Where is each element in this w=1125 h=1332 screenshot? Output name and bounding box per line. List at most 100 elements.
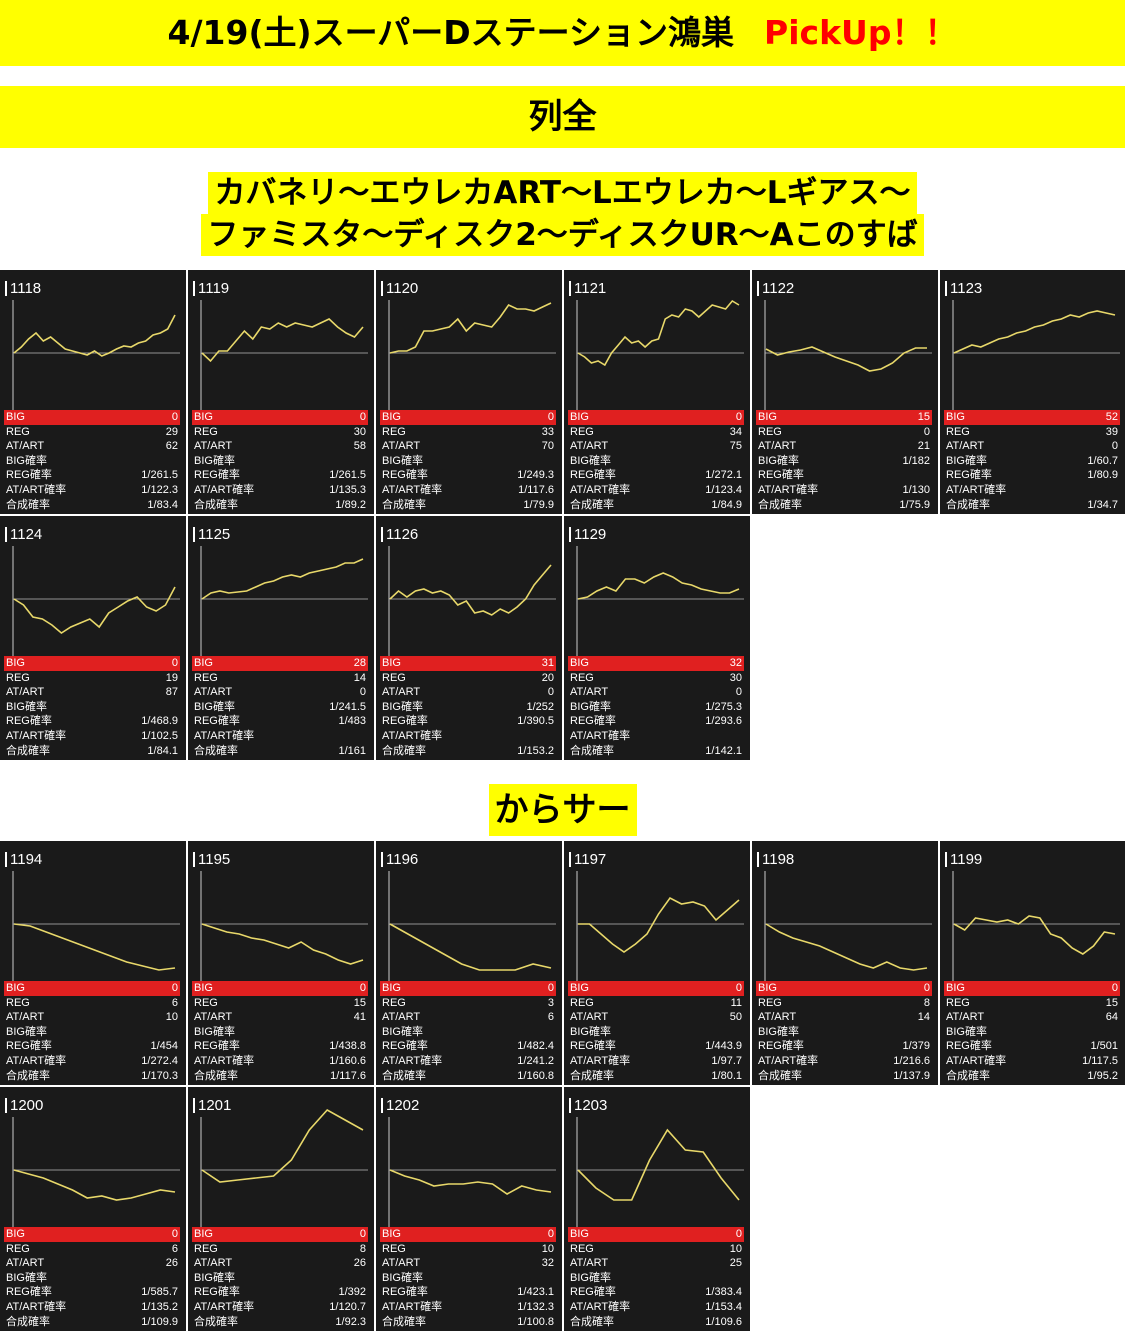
stat-label: BIG xyxy=(758,411,777,423)
stat-row-at-rate: AT/ART確率 1/122.3 xyxy=(4,483,180,498)
stat-label: BIG確率 xyxy=(382,454,423,467)
stat-label: 合成確率 xyxy=(382,744,426,757)
stat-label: REG確率 xyxy=(382,715,428,728)
stat-value: 0 xyxy=(359,982,366,994)
machine-number: 1126 xyxy=(380,526,419,543)
stat-label: 合成確率 xyxy=(6,1069,50,1082)
stat-value: 1/272.1 xyxy=(705,469,742,482)
stat-value: 6 xyxy=(171,1242,178,1255)
stats-table: BIG 0 REG 8 AT/ART 26 BIG確率 REG確率 1/392 AT/ART確率 1… xyxy=(192,1227,368,1329)
stat-row-reg-rate: REG確率 1/392 xyxy=(192,1285,368,1300)
stat-label: REG xyxy=(194,996,218,1009)
stat-label: REG xyxy=(194,671,218,684)
stat-label: 合成確率 xyxy=(194,744,238,757)
stat-value: 29 xyxy=(165,425,178,438)
stats-table: BIG 31 REG 20 AT/ART 0 BIG確率 1/252 REG確率 1/390.5 A… xyxy=(380,656,556,758)
machine-card-1119: 1119 BIG 0 REG 30 AT/ART 58 BIG確率 REG確率 1/261.5 AT… xyxy=(188,270,374,514)
stat-value: 0 xyxy=(359,411,366,423)
stat-row-big-rate: BIG確率 xyxy=(380,1025,556,1040)
slump-line xyxy=(13,1169,176,1201)
stat-label: BIG確率 xyxy=(194,1025,235,1038)
machine-card-1120: 1120 BIG 0 REG 33 AT/ART 70 BIG確率 REG確率 1/249.3 AT… xyxy=(376,270,562,514)
machine-card-1194: 1194 BIG 0 REG 6 AT/ART 10 BIG確率 REG確率 1/454 AT/AR… xyxy=(0,841,186,1085)
stat-label: BIG確率 xyxy=(382,1271,423,1284)
stat-value: 1/153.2 xyxy=(517,744,554,757)
stat-row-big: BIG 31 xyxy=(380,656,556,671)
stat-label: 合成確率 xyxy=(6,744,50,757)
stat-value: 30 xyxy=(353,425,366,438)
stat-value: 0 xyxy=(171,411,178,423)
stat-label: BIG確率 xyxy=(194,1271,235,1284)
stat-label: REG確率 xyxy=(6,715,52,728)
section2-title: からサー xyxy=(0,784,1125,836)
stat-row-reg-rate: REG確率 1/249.3 xyxy=(380,468,556,483)
stat-label: AT/ART xyxy=(570,686,609,699)
stat-row-reg: REG 0 xyxy=(756,425,932,440)
stat-value: 1/160.8 xyxy=(517,1069,554,1082)
stat-value: 50 xyxy=(729,1011,742,1024)
stat-row-big-rate: BIG確率 1/275.3 xyxy=(568,700,744,715)
stat-row-reg: REG 10 xyxy=(568,1242,744,1257)
stat-row-at-rate: AT/ART確率 1/97.7 xyxy=(568,1054,744,1069)
stat-row-total-rate: 合成確率 1/137.9 xyxy=(756,1069,932,1084)
stat-row-reg-rate: REG確率 1/390.5 xyxy=(380,714,556,729)
stat-row-at-rate: AT/ART確率 1/216.6 xyxy=(756,1054,932,1069)
stat-label: REG xyxy=(946,996,970,1009)
stat-row-reg: REG 15 xyxy=(192,996,368,1011)
stat-row-reg-rate: REG確率 1/272.1 xyxy=(568,468,744,483)
stat-row-big: BIG 0 xyxy=(568,410,744,425)
machine-card-1196: 1196 BIG 0 REG 3 AT/ART 6 BIG確率 REG確率 1/482.4 AT/A… xyxy=(376,841,562,1085)
stat-row-total-rate: 合成確率 1/170.3 xyxy=(4,1069,180,1084)
stat-row-reg-rate: REG確率 1/80.9 xyxy=(944,468,1120,483)
stat-value: 1/109.6 xyxy=(705,1315,742,1328)
stat-label: REG確率 xyxy=(194,715,240,728)
stat-label: AT/ART xyxy=(382,1257,421,1270)
slump-line xyxy=(13,314,176,357)
stat-row-at: AT/ART 14 xyxy=(756,1010,932,1025)
stat-row-big: BIG 0 xyxy=(4,410,180,425)
stat-value: 1/120.7 xyxy=(329,1300,366,1313)
stat-label: BIG xyxy=(758,982,777,994)
stat-label: AT/ART xyxy=(946,440,985,453)
stat-row-at-rate: AT/ART確率 1/117.5 xyxy=(944,1054,1120,1069)
stat-label: REG確率 xyxy=(382,1040,428,1053)
stat-label: AT/ART xyxy=(194,686,233,699)
stat-label: AT/ART xyxy=(6,686,45,699)
stat-row-at: AT/ART 0 xyxy=(380,685,556,700)
stat-row-at-rate: AT/ART確率 1/132.3 xyxy=(380,1300,556,1315)
stat-value: 87 xyxy=(165,686,178,699)
stat-row-big: BIG 0 xyxy=(380,981,556,996)
stat-row-reg: REG 10 xyxy=(380,1242,556,1257)
stat-label: BIG確率 xyxy=(6,1025,47,1038)
stat-value: 52 xyxy=(1105,411,1118,423)
stat-label: 合成確率 xyxy=(194,498,238,511)
stat-label: REG確率 xyxy=(946,1040,992,1053)
stat-value: 0 xyxy=(1111,982,1118,994)
slump-line xyxy=(765,346,927,372)
stat-row-reg: REG 8 xyxy=(756,996,932,1011)
stat-label: REG確率 xyxy=(6,1040,52,1053)
stat-value: 1/117.5 xyxy=(1082,1054,1118,1067)
stat-value: 1/122.3 xyxy=(141,483,178,496)
stat-row-reg: REG 8 xyxy=(192,1242,368,1257)
stat-label: REG確率 xyxy=(194,469,240,482)
stat-label: 合成確率 xyxy=(946,498,990,511)
machine-card-1203: 1203 BIG 0 REG 10 AT/ART 25 BIG確率 REG確率 1/383.4 AT… xyxy=(564,1087,750,1331)
stat-label: REG確率 xyxy=(382,469,428,482)
stat-label: REG xyxy=(6,671,30,684)
stat-label: AT/ART確率 xyxy=(382,1300,443,1313)
stat-label: 合成確率 xyxy=(570,498,614,511)
machine-card-1122: 1122 BIG 15 REG 0 AT/ART 21 BIG確率 1/182 REG確率 AT/A… xyxy=(752,270,938,514)
stat-value: 3 xyxy=(547,996,554,1009)
stat-value: 58 xyxy=(353,440,366,453)
stat-label: REG xyxy=(758,996,782,1009)
stat-value: 25 xyxy=(729,1257,742,1270)
stat-row-reg-rate: REG確率 1/423.1 xyxy=(380,1285,556,1300)
slump-line xyxy=(389,923,552,971)
stat-label: REG確率 xyxy=(758,469,804,482)
machine-number: 1200 xyxy=(4,1097,44,1114)
stat-row-reg-rate: REG確率 1/454 xyxy=(4,1039,180,1054)
stat-label: BIG確率 xyxy=(946,1025,987,1038)
stats-table: BIG 0 REG 3 AT/ART 6 BIG確率 REG確率 1/482.4 AT/ART確率… xyxy=(380,981,556,1083)
stat-value: 0 xyxy=(171,1228,178,1240)
